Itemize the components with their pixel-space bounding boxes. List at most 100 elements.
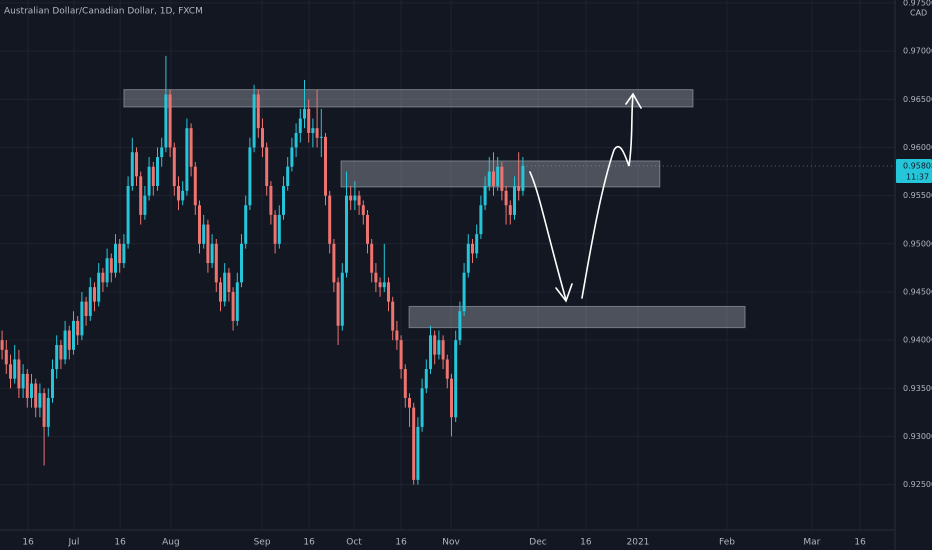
candle-body	[458, 311, 462, 341]
candle-body	[407, 397, 411, 408]
candle-body	[281, 185, 285, 215]
candle-body	[113, 243, 117, 273]
x-tick-label: 16	[580, 538, 592, 548]
candle-body	[391, 301, 395, 331]
drawn-arrow	[529, 92, 642, 303]
x-tick-label: 2021	[627, 538, 650, 548]
candle-body	[294, 132, 298, 148]
candle-body	[260, 128, 264, 148]
candle-body	[328, 195, 332, 244]
x-tick-label: Oct	[346, 538, 362, 548]
x-tick-label: 16	[395, 538, 407, 548]
candle-body	[151, 166, 155, 186]
candle-body	[336, 282, 340, 326]
candle-body	[13, 359, 17, 379]
candle-body	[307, 108, 311, 133]
candle-body	[34, 383, 38, 408]
candle-body	[172, 147, 176, 186]
candle-body	[122, 243, 126, 264]
candle-body	[428, 335, 432, 370]
candle-body	[386, 282, 390, 302]
candle-body	[454, 340, 458, 418]
last-price-label: 0.95808	[903, 161, 932, 170]
candle-body	[521, 165, 525, 191]
candle-body	[25, 373, 29, 398]
candle-body	[139, 176, 143, 215]
candle-body	[76, 320, 80, 336]
candle-body	[206, 224, 210, 264]
candle-body	[286, 166, 290, 186]
candle-body	[479, 205, 483, 235]
candle-body	[323, 136, 327, 196]
candle-body	[370, 243, 374, 273]
candle-body	[126, 185, 130, 244]
candle-body	[374, 272, 378, 283]
candle-body	[29, 383, 33, 398]
candle-body	[302, 108, 306, 119]
candle-body	[80, 301, 84, 336]
candle-body	[487, 171, 491, 186]
candle-body	[491, 171, 495, 186]
candle-body	[105, 258, 109, 283]
candle-body	[185, 128, 189, 191]
candle-body	[143, 195, 147, 215]
candle-body	[517, 185, 521, 191]
candle-body	[4, 349, 8, 365]
candle-body	[88, 287, 92, 317]
candle-body	[101, 272, 105, 283]
candle-body	[512, 185, 516, 215]
candle-body	[382, 282, 386, 288]
candle-body	[496, 166, 500, 186]
candle-body	[17, 359, 21, 389]
candle-body	[508, 205, 512, 215]
last-price-box	[896, 158, 932, 183]
candle-body	[340, 272, 344, 326]
candle-body	[441, 340, 445, 360]
candle-body	[252, 94, 256, 148]
candles	[0, 55, 525, 485]
x-tick-label: 16	[854, 538, 866, 548]
candle-body	[353, 195, 357, 201]
candle-body	[227, 272, 231, 292]
candle-body	[311, 128, 315, 133]
candle-body	[449, 378, 453, 418]
candle-body	[424, 369, 428, 389]
candle-body	[290, 147, 294, 167]
zone	[123, 89, 694, 108]
y-tick-label: 0.97500	[903, 0, 932, 7]
x-tick-label: Nov	[442, 538, 460, 548]
candle-body	[164, 94, 168, 148]
candle-body	[298, 118, 302, 133]
candle-body	[67, 330, 71, 350]
candle-body	[466, 243, 470, 273]
x-tick-label: 16	[114, 538, 126, 548]
candle-body	[155, 157, 159, 186]
candle-body	[84, 301, 88, 317]
x-tick-label: 16	[303, 538, 315, 548]
candle-body	[214, 243, 218, 283]
x-tick-label: Dec	[529, 538, 546, 548]
candle-body	[403, 369, 407, 398]
currency-label: CAD	[910, 9, 927, 18]
candle-body	[433, 335, 437, 355]
candle-body	[46, 397, 50, 427]
candle-body	[395, 330, 399, 341]
candle-body	[399, 340, 403, 370]
candle-body	[256, 94, 260, 129]
candle-body	[71, 320, 75, 350]
candle-body	[500, 166, 504, 191]
x-tick-label: Aug	[162, 538, 180, 548]
candle-body	[50, 369, 54, 398]
candle-body	[223, 272, 227, 302]
candle-body	[97, 272, 101, 302]
x-tick-label: 16	[22, 538, 34, 548]
candle-body	[176, 185, 180, 201]
